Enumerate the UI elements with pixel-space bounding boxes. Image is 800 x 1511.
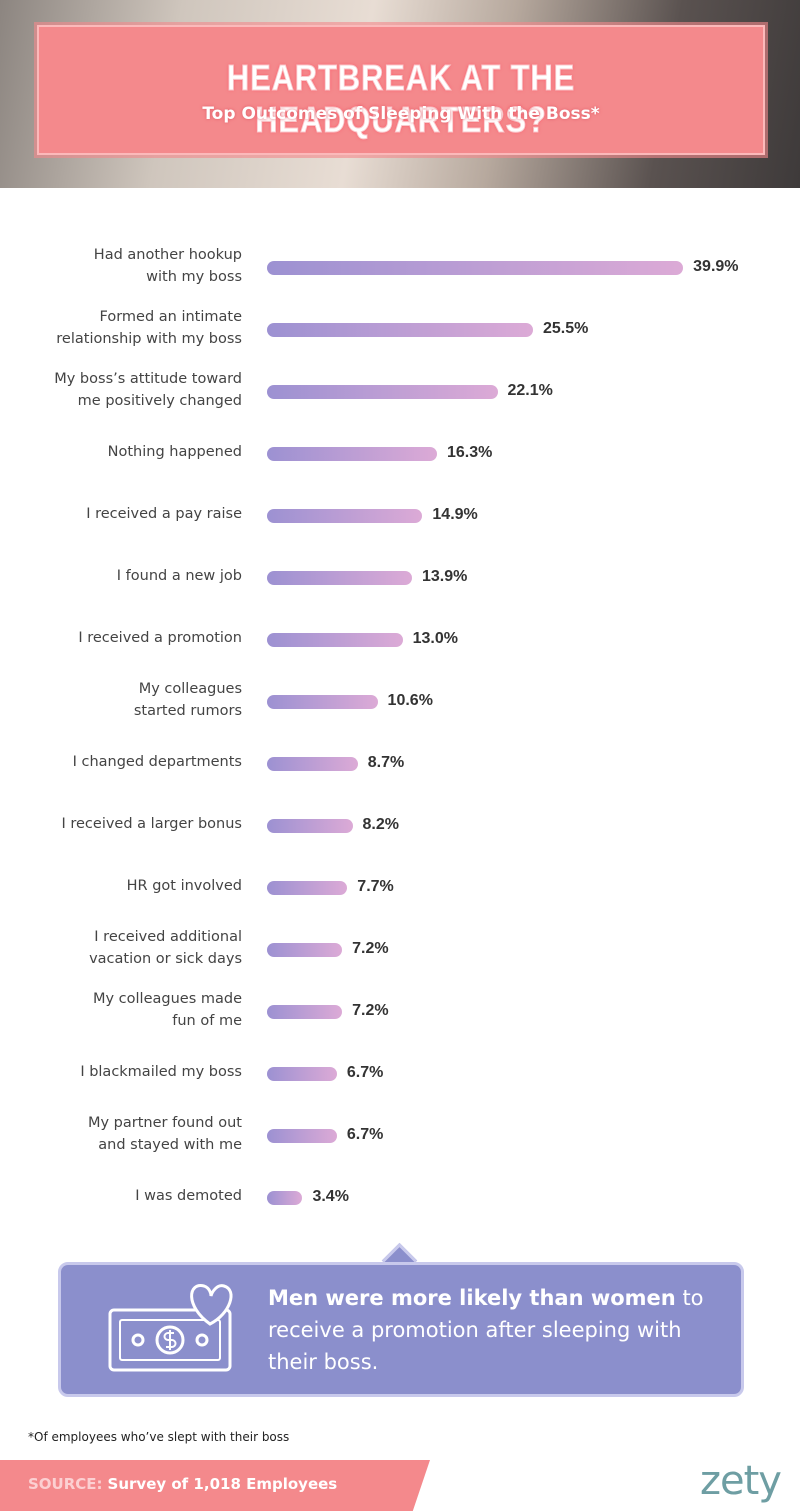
bar: [267, 757, 358, 771]
bar: [267, 447, 437, 461]
bar: [267, 1067, 337, 1081]
value-label: 3.4%: [312, 1188, 349, 1205]
chart-title: HEARTBREAK AT THE HEADQUARTERS?: [226, 57, 576, 141]
category-label: My colleagues started rumors: [133, 681, 242, 719]
callout-text: Men were more likely than women to recei…: [268, 1282, 718, 1378]
category-label: Nothing happened: [107, 444, 242, 460]
value-label: 39.9%: [693, 258, 739, 275]
callout: [58, 1262, 744, 1397]
callout-rest: to receive a promotion after sleeping wi…: [268, 1286, 704, 1374]
bar: [267, 881, 348, 895]
value-label: 25.5%: [542, 320, 589, 337]
category-label: I found a new job: [116, 568, 242, 584]
bar: [267, 261, 684, 275]
category-label: I received a pay raise: [86, 506, 242, 522]
category-label: My boss’s attitude toward me positively …: [54, 371, 242, 409]
value-label: 6.7%: [346, 1126, 384, 1143]
value-label: 13.0%: [412, 630, 458, 647]
bar: [267, 1005, 343, 1019]
bar: [267, 943, 343, 957]
value-label: 7.2%: [352, 1002, 389, 1019]
chart-subtitle: Top Outcomes of Sleeping With the Boss*: [202, 104, 600, 124]
category-label: I was demoted: [135, 1188, 242, 1204]
value-label: 16.3%: [447, 444, 493, 461]
category-label: HR got involved: [126, 878, 242, 894]
value-label: 6.7%: [346, 1064, 384, 1081]
bar: [267, 1129, 337, 1143]
source-label: SOURCE:: [28, 1475, 103, 1493]
bar: [267, 385, 498, 399]
value-label: 14.9%: [432, 506, 478, 523]
category-label: My colleagues made fun of me: [92, 991, 242, 1029]
bar: [267, 633, 403, 647]
bar: [267, 571, 412, 585]
category-label: Formed an intimate relationship with my …: [56, 309, 242, 347]
brand-logo: zety: [700, 1458, 782, 1504]
value-label: 22.1%: [507, 382, 553, 399]
category-label: I received additional vacation or sick d…: [89, 929, 242, 967]
source-text: Survey of 1,018 Employees: [107, 1475, 338, 1493]
category-label: I changed departments: [72, 754, 242, 770]
category-label: My partner found out and stayed with me: [87, 1115, 242, 1153]
value-label: 7.2%: [352, 940, 389, 957]
callout-bold: Men were more likely than women: [268, 1286, 676, 1310]
category-label: I received a promotion: [78, 630, 242, 646]
bar: [267, 509, 423, 523]
value-label: 8.2%: [362, 816, 399, 833]
title-box: HEARTBREAK AT THE HEADQUARTERS? Top Outc…: [37, 25, 765, 155]
bar: [267, 323, 533, 337]
bar: [267, 695, 378, 709]
value-label: 10.6%: [387, 692, 433, 709]
value-label: 8.7%: [367, 754, 405, 771]
footer-band: [0, 1460, 430, 1511]
money-icon: [108, 1284, 233, 1372]
category-label: Had another hookup with my boss: [93, 247, 242, 285]
bar: [267, 1191, 303, 1205]
category-label: I received a larger bonus: [61, 816, 242, 832]
value-label: 7.7%: [357, 878, 394, 895]
footnote: *Of employees who’ve slept with their bo…: [28, 1430, 290, 1444]
source: SOURCE: Survey of 1,018 Employees: [28, 1475, 337, 1493]
category-label: I blackmailed my boss: [80, 1064, 242, 1080]
value-label: 13.9%: [421, 568, 468, 585]
bar: [267, 819, 353, 833]
